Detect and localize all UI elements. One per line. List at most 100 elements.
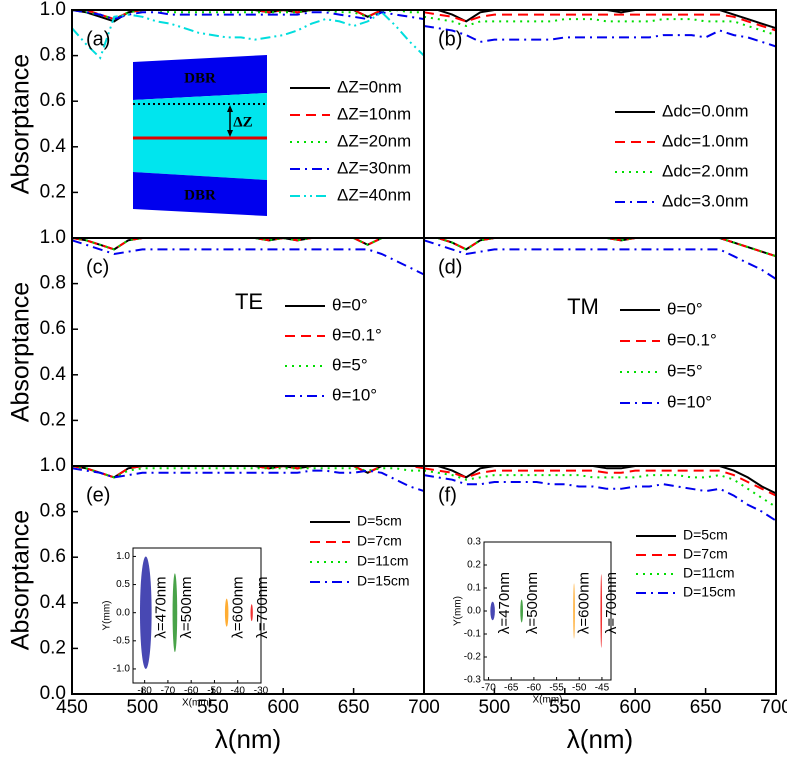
inset-y-tick-label: 1.0 bbox=[116, 551, 130, 562]
legend-label: Δdc=0.0nm bbox=[662, 101, 749, 120]
series-line bbox=[423, 469, 777, 508]
panel-label: (b) bbox=[438, 28, 462, 50]
series-line bbox=[424, 237, 777, 258]
series-line bbox=[71, 236, 424, 251]
legend-label: Δdc=2.0nm bbox=[662, 161, 749, 180]
series-line bbox=[71, 239, 425, 276]
y-tick-label: 0.6 bbox=[40, 318, 66, 339]
y-tick-label: 0.2 bbox=[40, 637, 66, 658]
legend-label: θ=5° bbox=[332, 355, 368, 374]
inset-y-tick-label: 0.2 bbox=[467, 560, 481, 571]
legend-label: Δdc=3.0nm bbox=[662, 191, 749, 210]
x-tick-label: 600 bbox=[619, 697, 651, 718]
series-line bbox=[423, 239, 777, 280]
legend-label: ΔZ=10nm bbox=[337, 104, 411, 123]
inset-y-tick-label: 0.3 bbox=[467, 537, 481, 548]
x-tick-label: 650 bbox=[338, 697, 370, 718]
annotation: DBR bbox=[184, 187, 216, 203]
inset-x-tick-label: -70 bbox=[481, 683, 496, 694]
inset-y-label: Y(mm) bbox=[102, 601, 113, 631]
inset-x-tick-label: -50 bbox=[572, 683, 587, 694]
spot bbox=[490, 601, 495, 621]
spot bbox=[520, 599, 524, 623]
annotation: ΔZ bbox=[233, 114, 252, 130]
series-line bbox=[423, 467, 777, 497]
plot-frame bbox=[423, 237, 777, 467]
x-tick-label: 700 bbox=[760, 697, 787, 718]
arrow-head bbox=[227, 105, 233, 112]
y-tick-label: 0.4 bbox=[40, 136, 67, 157]
spot-label: λ=470nm bbox=[153, 576, 170, 638]
inset-x-label: X(mm) bbox=[182, 698, 212, 709]
inset-y-tick-label: -0.3 bbox=[464, 675, 482, 686]
legend-label: θ=10° bbox=[667, 392, 712, 411]
legend-label: ΔZ=0nm bbox=[337, 77, 402, 96]
x-tick-label: 500 bbox=[127, 697, 159, 718]
legend-label: θ=5° bbox=[667, 361, 703, 380]
legend-label: D=7cm bbox=[357, 533, 402, 549]
legend-label: θ=0° bbox=[667, 299, 703, 318]
inset-x-tick-label: -70 bbox=[161, 686, 176, 697]
y-tick-label: 0.8 bbox=[40, 501, 66, 522]
y-tick-label: 0.8 bbox=[40, 273, 66, 294]
spot-label: λ=700nm bbox=[603, 572, 620, 634]
spot-label: λ=500nm bbox=[178, 576, 195, 638]
legend-label: D=11cm bbox=[683, 565, 734, 581]
spot bbox=[224, 598, 229, 627]
x-tick-label: 450 bbox=[56, 697, 88, 718]
legend-label: D=11cm bbox=[357, 553, 408, 569]
legend-label: Δdc=1.0nm bbox=[662, 131, 749, 150]
series-line bbox=[423, 15, 777, 37]
y-tick-label: 1.0 bbox=[40, 455, 66, 476]
series-line bbox=[424, 237, 777, 258]
y-tick-label: 0.4 bbox=[40, 592, 67, 613]
spot-label: λ=600nm bbox=[576, 572, 593, 634]
spot bbox=[172, 573, 178, 653]
spot bbox=[139, 556, 152, 669]
legend-label: θ=0.1° bbox=[332, 325, 382, 344]
plot-frame bbox=[423, 465, 777, 695]
x-tick-label: 600 bbox=[267, 697, 299, 718]
y-tick-label: 0.6 bbox=[40, 90, 66, 111]
inset-frame bbox=[132, 547, 262, 684]
inset-y-tick-label: 0.0 bbox=[467, 606, 481, 617]
inset-frame bbox=[483, 541, 612, 681]
series-line bbox=[423, 474, 777, 522]
legend-label: D=15cm bbox=[357, 573, 410, 589]
inset-y-tick-label: 0.1 bbox=[467, 583, 481, 594]
plot-frame bbox=[71, 237, 425, 467]
x-tick-label: 550 bbox=[197, 697, 229, 718]
panel-label: (d) bbox=[438, 256, 462, 278]
panel-label: (f) bbox=[438, 484, 457, 506]
series-line bbox=[423, 25, 777, 48]
series-line bbox=[424, 9, 777, 30]
x-axis-label: λ(nm) bbox=[215, 724, 281, 754]
spot bbox=[250, 604, 253, 622]
series-line bbox=[71, 11, 425, 60]
inset-y-tick-label: -0.5 bbox=[113, 635, 131, 646]
legend-label: D=5cm bbox=[683, 527, 728, 543]
inset-x-tick-label: -50 bbox=[207, 686, 222, 697]
inset-x-tick-label: -40 bbox=[231, 686, 246, 697]
legend-label: D=7cm bbox=[683, 546, 728, 562]
inset-y-tick-label: -0.1 bbox=[464, 629, 482, 640]
inset-x-tick-label: -45 bbox=[595, 683, 610, 694]
spot-label: λ=600nm bbox=[229, 576, 246, 638]
y-axis-label: Absorptance bbox=[7, 54, 35, 194]
inset-y-tick-label: -0.2 bbox=[464, 652, 482, 663]
y-tick-label: 1.0 bbox=[40, 227, 66, 248]
y-tick-label: 0.2 bbox=[40, 409, 66, 430]
legend-label: θ=10° bbox=[332, 385, 377, 404]
inset-x-tick-label: -55 bbox=[549, 683, 564, 694]
y-axis-label: Absorptance bbox=[7, 510, 35, 650]
inset-x-tick-label: -30 bbox=[254, 686, 269, 697]
legend-label: θ=0.1° bbox=[667, 330, 717, 349]
spot bbox=[573, 583, 575, 639]
inset-y-tick-label: 0.5 bbox=[116, 579, 130, 590]
inset-x-tick-label: -65 bbox=[504, 683, 519, 694]
x-tick-label: 650 bbox=[690, 697, 722, 718]
arrow-head bbox=[227, 130, 233, 137]
spot-label: λ=700nm bbox=[254, 576, 271, 638]
legend-label: D=5cm bbox=[357, 513, 402, 529]
inset-y-label: Y(mm) bbox=[453, 596, 464, 626]
